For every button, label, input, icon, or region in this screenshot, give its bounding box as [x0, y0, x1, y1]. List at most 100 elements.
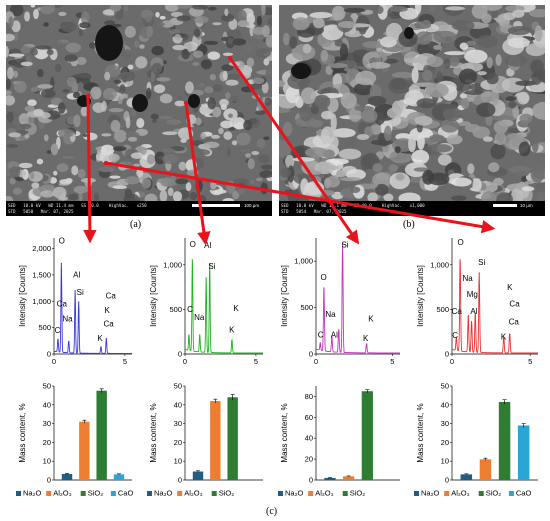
- legend-swatch: [414, 491, 419, 496]
- sem-grain: [324, 177, 331, 189]
- sem-grain: [328, 165, 339, 171]
- sem-grain: [256, 99, 265, 111]
- sem-grain: [53, 5, 62, 9]
- sem-grain: [251, 151, 260, 156]
- sem-grain: [145, 14, 153, 23]
- sem-grain: [9, 177, 16, 185]
- spectrum-peak: [60, 262, 62, 264]
- sem-grain: [136, 118, 145, 129]
- element-label: C: [55, 326, 61, 335]
- legend-swatch: [110, 491, 116, 496]
- sem-grain: [66, 76, 77, 88]
- scale-bar-b: [493, 204, 517, 207]
- sem-grain: [101, 133, 112, 137]
- sem-grain: [133, 163, 141, 167]
- sem-grain: [189, 191, 198, 201]
- sem-grain: [314, 94, 331, 110]
- sem-grain: [415, 5, 422, 15]
- sem-grain: [194, 15, 209, 24]
- spectrum-peak: [474, 313, 476, 315]
- sem-grain: [146, 154, 156, 165]
- y-axis-label: Mass content, %: [416, 403, 425, 462]
- sem-grain: [37, 69, 44, 78]
- sem-grain: [68, 193, 79, 201]
- sem-grain: [440, 118, 460, 133]
- sem-grain: [46, 150, 52, 154]
- legend-label: SiO₂: [350, 489, 366, 498]
- sem-grain: [14, 80, 27, 93]
- sem-grain: [198, 149, 211, 156]
- sem-grain: [222, 52, 234, 56]
- bar-cao: [517, 425, 530, 480]
- sem-image-b: SED 10.0 kV WD 11.1 mm SS 40.0 HighVac. …: [279, 5, 545, 216]
- bar-na2o: [460, 474, 473, 480]
- sem-grain: [422, 169, 435, 185]
- sem-grain: [408, 135, 416, 153]
- sem-grain: [257, 154, 270, 164]
- sem-grain: [236, 132, 251, 146]
- sem-grain: [95, 146, 102, 151]
- element-label: C: [318, 330, 324, 339]
- sem-grain: [338, 148, 362, 160]
- sem-grain: [27, 116, 35, 124]
- y-tick-label: 0: [309, 476, 313, 485]
- sem-grain: [443, 51, 466, 56]
- sem-info-line-a2: STD 5050 Mar. 07, 2025: [8, 209, 74, 214]
- y-tick-label: 0: [47, 476, 51, 485]
- sem-grain: [228, 61, 241, 67]
- sem-grain: [508, 101, 517, 109]
- scale-label-b: 10 μm: [520, 203, 533, 208]
- spectrum-peak: [323, 288, 325, 290]
- sem-grain: [236, 188, 246, 195]
- sem-grain: [6, 90, 12, 96]
- sem-grain: [59, 179, 72, 185]
- sem-grain: [125, 131, 140, 140]
- sem-grain: [237, 183, 246, 188]
- sem-grain: [186, 169, 199, 177]
- bar-sio2: [227, 397, 238, 480]
- sem-grain: [178, 161, 187, 171]
- spectrum-peak: [231, 340, 233, 342]
- sem-grain: [528, 8, 545, 18]
- bar-al2o3: [210, 401, 221, 480]
- spectrum-peak: [74, 290, 76, 292]
- sem-grain: [508, 165, 532, 174]
- sem-grain: [267, 17, 272, 26]
- sem-grain: [417, 132, 425, 150]
- sem-grain: [360, 108, 378, 123]
- sem-grain: [389, 5, 408, 13]
- sem-grain: [37, 84, 54, 89]
- sem-grain: [343, 7, 366, 13]
- sem-grain: [106, 121, 111, 132]
- sem-grain: [80, 11, 90, 24]
- sem-grain: [78, 191, 83, 202]
- sem-grain: [339, 43, 349, 60]
- element-label: Ca: [452, 307, 463, 316]
- sem-grain: [77, 168, 86, 179]
- legend-swatch: [147, 491, 152, 496]
- sem-grain: [493, 120, 509, 134]
- element-label: K: [501, 333, 507, 342]
- sem-grain: [108, 108, 124, 113]
- legend-swatch: [16, 491, 21, 496]
- sem-grain: [212, 22, 222, 26]
- sem-grain: [252, 26, 266, 35]
- sem-grain: [223, 131, 233, 140]
- element-label: Ca: [103, 320, 114, 329]
- sem-grain: [6, 78, 11, 90]
- spectrum-peak: [338, 330, 340, 332]
- sem-grain: [156, 22, 165, 27]
- sem-grain: [226, 147, 231, 158]
- sem-grain: [220, 104, 227, 111]
- y-tick-label: 1,000: [163, 260, 182, 269]
- sem-grain: [320, 49, 329, 62]
- sem-grain: [302, 43, 312, 54]
- sem-grain: [436, 103, 458, 110]
- legend-label: SiO₂: [219, 489, 235, 498]
- sem-grain: [176, 15, 191, 22]
- sem-grain: [388, 164, 399, 172]
- sem-grain: [218, 127, 224, 135]
- sem-grain: [427, 56, 444, 68]
- sem-grain: [134, 40, 140, 48]
- sem-grain: [241, 86, 254, 93]
